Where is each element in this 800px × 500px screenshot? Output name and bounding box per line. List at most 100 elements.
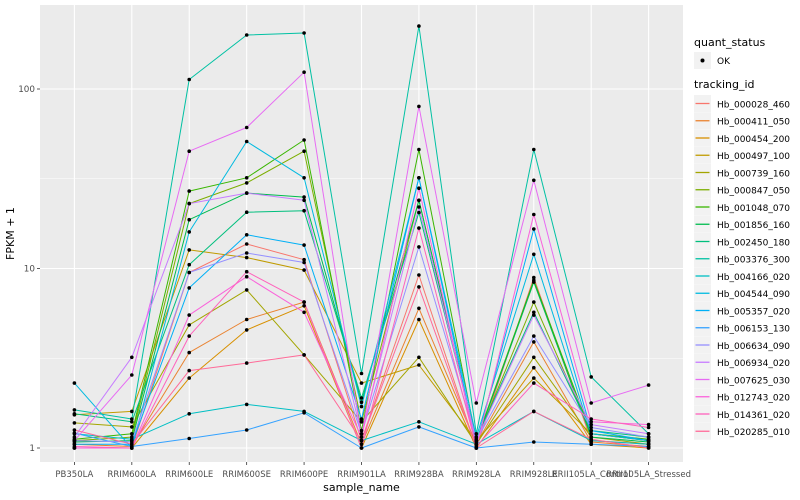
legend-label: Hb_000847_050 <box>717 187 790 197</box>
data-point <box>359 417 364 421</box>
y-tick-label: 10 <box>24 265 36 275</box>
data-point <box>646 422 651 427</box>
data-point <box>302 176 306 180</box>
x-tick-label: PB350LA <box>55 470 93 480</box>
data-point <box>532 252 536 257</box>
y-tick-label: 100 <box>18 85 35 95</box>
data-point <box>244 255 249 260</box>
data-point <box>187 412 191 416</box>
data-point <box>244 125 249 130</box>
data-point <box>589 428 593 433</box>
data-point <box>187 248 191 252</box>
data-point <box>417 176 421 180</box>
data-point <box>187 201 191 206</box>
data-point <box>589 432 593 436</box>
data-point <box>187 313 191 317</box>
data-point <box>359 442 364 447</box>
data-point <box>72 438 77 443</box>
data-point <box>532 334 536 338</box>
data-point <box>244 269 249 274</box>
data-point <box>302 31 306 35</box>
x-tick-label: RRIM600LE <box>165 470 213 480</box>
data-point <box>532 313 536 317</box>
point-icon <box>700 58 705 63</box>
data-point <box>244 361 249 365</box>
data-point <box>302 138 306 142</box>
data-point <box>187 230 191 234</box>
data-point <box>417 186 421 190</box>
legend-label: Hb_000411_050 <box>717 118 790 128</box>
data-point <box>244 288 249 292</box>
data-point <box>359 400 364 405</box>
data-point <box>302 353 306 357</box>
data-point <box>417 198 421 203</box>
data-point <box>589 437 593 442</box>
x-tick-label: RRIM600PE <box>280 470 328 480</box>
legend-label: Hb_000454_200 <box>717 135 790 145</box>
data-point <box>359 371 364 376</box>
legend-label: Hb_001856_160 <box>717 221 790 231</box>
data-point <box>589 375 593 379</box>
data-point <box>474 432 479 436</box>
data-point <box>532 381 536 385</box>
data-point <box>244 176 249 180</box>
data-point <box>474 438 479 443</box>
data-point <box>417 210 421 215</box>
data-point <box>302 195 306 199</box>
data-point <box>187 217 191 222</box>
data-point <box>646 438 651 443</box>
data-point <box>532 280 536 284</box>
data-point <box>532 365 536 370</box>
data-point <box>244 210 249 214</box>
data-point <box>474 401 479 405</box>
data-point <box>130 420 134 424</box>
data-point <box>187 262 191 267</box>
data-point <box>72 435 77 439</box>
data-point <box>589 420 593 424</box>
data-point <box>417 420 421 424</box>
data-point <box>187 149 191 153</box>
data-point <box>532 147 536 152</box>
data-point <box>302 304 306 308</box>
data-point <box>417 317 421 322</box>
legend-label: Hb_014361_020 <box>717 411 790 421</box>
data-point <box>532 355 536 360</box>
data-point <box>130 425 134 429</box>
x-tick-label: RRIM928BA <box>394 470 444 480</box>
data-point <box>359 428 364 433</box>
legend-label: Hb_002450_180 <box>717 238 790 248</box>
data-point <box>532 440 536 444</box>
data-point <box>359 381 364 385</box>
series-points <box>72 24 651 450</box>
data-point <box>130 373 134 377</box>
data-point <box>244 274 249 279</box>
data-point <box>187 334 191 338</box>
data-point <box>244 328 249 332</box>
data-point <box>72 421 77 425</box>
legend: quant_status OK tracking_id Hb_000028_460 Hb… <box>694 36 790 440</box>
data-point <box>532 376 536 380</box>
data-point <box>244 242 249 246</box>
y-tick-label: 1 <box>29 444 35 454</box>
data-point <box>417 273 421 277</box>
data-point <box>359 420 364 424</box>
x-tick-label: RRIM928LA <box>452 470 501 480</box>
legend-title-quant-status: quant_status <box>694 36 766 49</box>
data-point <box>302 260 306 265</box>
data-point <box>646 383 651 387</box>
legend-label: Hb_012743_020 <box>717 394 790 404</box>
data-point <box>302 310 306 315</box>
x-axis-title: sample_name <box>323 481 400 494</box>
y-axis-title: FPKM + 1 <box>4 207 17 260</box>
data-point <box>302 300 306 304</box>
legend-label: Hb_004166_020 <box>717 273 790 283</box>
data-point <box>532 212 536 217</box>
data-point <box>302 70 306 74</box>
legend-label: Hb_006153_130 <box>717 325 790 335</box>
data-point <box>474 446 479 450</box>
x-tick-label: RRIM901LA <box>337 470 386 480</box>
data-point <box>187 436 191 441</box>
data-point <box>187 368 191 373</box>
legend-label: Hb_004544_090 <box>717 290 790 300</box>
